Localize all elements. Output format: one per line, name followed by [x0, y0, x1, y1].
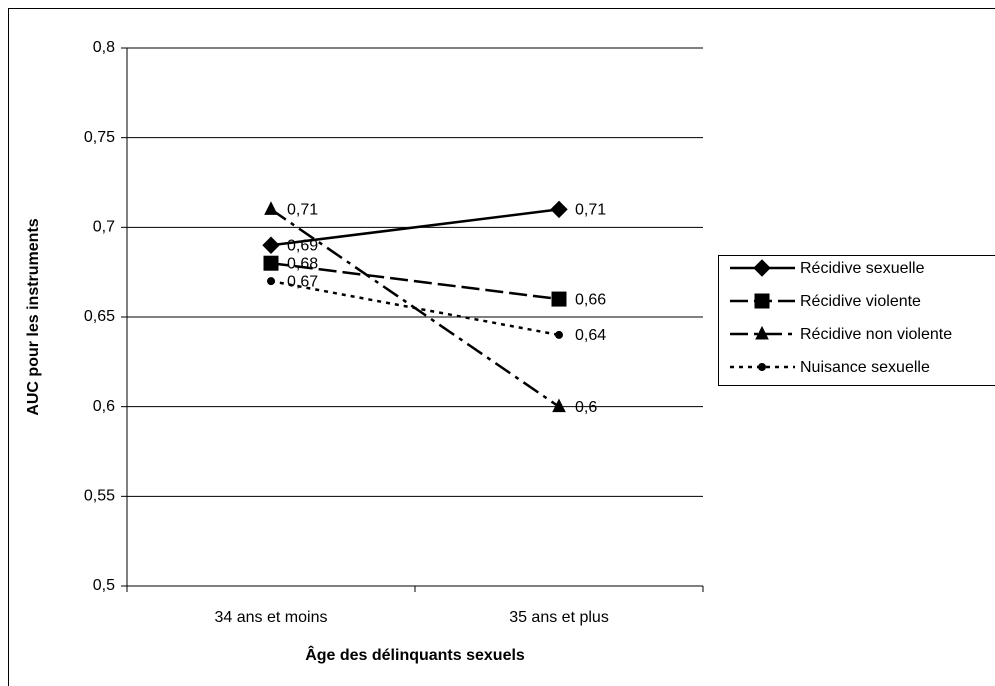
data-point: [263, 255, 279, 271]
x-tick-label: 35 ans et plus: [509, 609, 609, 626]
y-tick-label: 0,65: [84, 308, 115, 325]
x-axis-title: Âge des délinquants sexuels: [305, 645, 525, 664]
series-line: [270, 208, 560, 247]
data-point: [264, 201, 278, 215]
y-tick-label: 0,6: [93, 398, 115, 415]
data-point: [267, 277, 275, 286]
value-label: 0,66: [575, 291, 606, 308]
data-point: [552, 398, 566, 413]
legend-box: [718, 255, 995, 386]
legend-marker: [754, 293, 770, 309]
y-tick-label: 0,8: [93, 39, 115, 56]
data-point: [551, 291, 567, 307]
series-line: [270, 261, 560, 301]
legend-marker: [755, 325, 769, 340]
y-tick-label: 0,55: [84, 488, 115, 505]
data-point: [550, 200, 568, 219]
series-line: [270, 279, 560, 337]
value-label: 0,68: [287, 255, 318, 272]
data-point: [555, 330, 563, 339]
y-tick-label: 0,7: [93, 219, 115, 236]
legend-label: Récidive sexuelle: [800, 260, 925, 277]
legend-marker: [753, 259, 771, 277]
value-label: 0,64: [575, 327, 606, 344]
legend-label: Nuisance sexuelle: [800, 359, 930, 376]
value-label: 0,67: [287, 273, 318, 290]
legend-label: Récidive violente: [800, 293, 921, 310]
legend-label: Récidive non violente: [800, 326, 952, 343]
y-tick-label: 0,75: [84, 129, 115, 146]
value-label: 0,71: [575, 202, 606, 219]
data-point: [262, 236, 280, 254]
legend-marker: [758, 363, 766, 371]
value-label: 0,71: [287, 202, 318, 219]
value-label: 0,69: [287, 237, 318, 254]
y-tick-label: 0,5: [93, 577, 115, 594]
y-axis-title: AUC pour les instruments: [25, 218, 42, 415]
x-tick-label: 34 ans et moins: [215, 609, 328, 626]
value-label: 0,6: [575, 399, 597, 416]
